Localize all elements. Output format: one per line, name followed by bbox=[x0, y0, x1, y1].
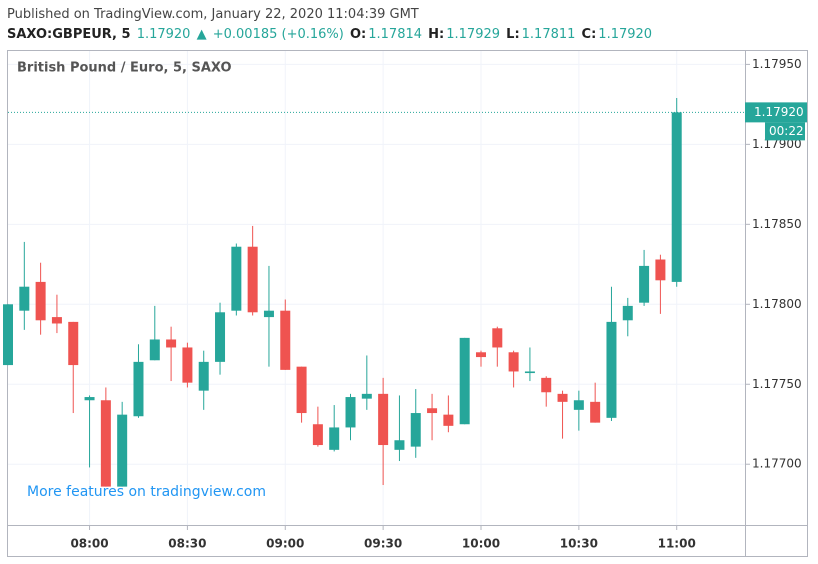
y-tick-label: 1.17950 bbox=[752, 57, 802, 71]
arrow: ▲ bbox=[196, 27, 207, 42]
x-tick-label: 09:30 bbox=[364, 537, 402, 551]
candle-body bbox=[329, 427, 340, 450]
candle-body bbox=[410, 413, 421, 447]
candle-body bbox=[51, 317, 62, 324]
candle-body bbox=[459, 337, 470, 425]
candle-body bbox=[361, 393, 372, 399]
candle-body bbox=[655, 259, 666, 281]
candle-body bbox=[3, 304, 13, 366]
candle-body bbox=[557, 393, 568, 402]
candle-body bbox=[312, 424, 323, 446]
x-tick-label: 09:00 bbox=[266, 537, 304, 551]
candle-body bbox=[427, 408, 438, 414]
candle-body bbox=[475, 352, 486, 358]
candle-body bbox=[443, 414, 454, 426]
x-tick-label: 11:00 bbox=[658, 537, 696, 551]
published: Published on TradingView.com, January 22… bbox=[7, 7, 419, 22]
candle-body bbox=[19, 286, 30, 311]
header: Published on TradingView.com, January 22… bbox=[7, 5, 654, 45]
countdown: 00:22 bbox=[769, 124, 804, 138]
quote-row: SAXO:GBPEUR, 5 1.17920 ▲ +0.00185 (+0.16… bbox=[7, 25, 654, 45]
candle-body bbox=[541, 377, 552, 393]
candle-body bbox=[35, 281, 46, 321]
price-label: 1.17920 bbox=[754, 105, 804, 119]
change: +0.00185 (+0.16%) bbox=[212, 27, 344, 42]
x-tick-label: 10:00 bbox=[462, 537, 500, 551]
candle-body bbox=[149, 339, 160, 361]
y-tick-label: 1.17850 bbox=[752, 217, 802, 231]
candle-body bbox=[117, 414, 128, 487]
candle-body bbox=[100, 400, 111, 487]
c-value: 1.17920 bbox=[598, 27, 653, 42]
candle-body bbox=[231, 246, 242, 311]
candle-body bbox=[345, 397, 356, 428]
candle-body bbox=[166, 339, 177, 348]
o-label: O: bbox=[350, 27, 367, 42]
l-value: 1.17811 bbox=[521, 27, 576, 42]
x-tick-label: 08:30 bbox=[168, 537, 206, 551]
candle-body bbox=[622, 305, 633, 321]
candle-body bbox=[524, 371, 535, 374]
candle-body bbox=[280, 310, 291, 370]
candle-body bbox=[198, 361, 209, 391]
candle-body bbox=[394, 440, 405, 450]
candle-body bbox=[606, 321, 617, 418]
candle-body bbox=[671, 112, 682, 282]
candle-body bbox=[590, 401, 601, 423]
y-tick-label: 1.17700 bbox=[752, 457, 802, 471]
candle-body bbox=[84, 397, 95, 401]
candle-body bbox=[133, 361, 144, 417]
y-tick-label: 1.17750 bbox=[752, 377, 802, 391]
candle-body bbox=[247, 246, 258, 313]
candle-body bbox=[215, 312, 226, 362]
candle-body bbox=[378, 393, 389, 446]
chart-title: British Pound / Euro, 5, SAXO bbox=[17, 61, 232, 76]
candle-body bbox=[296, 366, 307, 414]
candle-body bbox=[508, 352, 519, 372]
l-label: L: bbox=[506, 27, 520, 42]
h-label: H: bbox=[428, 27, 445, 42]
x-tick-label: 08:00 bbox=[70, 537, 108, 551]
o-value: 1.17814 bbox=[368, 27, 423, 42]
x-tick-label: 10:30 bbox=[560, 537, 598, 551]
candle-body bbox=[68, 321, 79, 366]
candle-body bbox=[182, 347, 193, 383]
countdown-box bbox=[765, 122, 805, 141]
price-label-box bbox=[745, 102, 807, 123]
y-tick-label: 1.17800 bbox=[752, 297, 802, 311]
link[interactable]: More features on tradingview.com bbox=[27, 484, 266, 500]
candle-body bbox=[263, 310, 274, 318]
h-value: 1.17929 bbox=[446, 27, 501, 42]
price: 1.17920 bbox=[136, 27, 191, 42]
candle-body bbox=[639, 265, 650, 303]
c-label: C: bbox=[581, 27, 597, 42]
candle-body bbox=[492, 328, 503, 348]
candle-body bbox=[573, 400, 584, 410]
symbol: SAXO:GBPEUR, 5 bbox=[7, 27, 131, 42]
frame bbox=[7, 50, 808, 557]
